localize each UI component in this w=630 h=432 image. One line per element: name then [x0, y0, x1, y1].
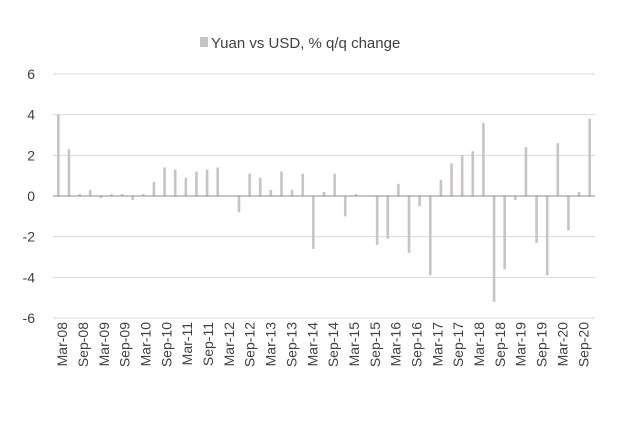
bar: [588, 118, 591, 196]
x-tick-label: Mar-10: [138, 322, 154, 367]
bar: [120, 193, 124, 196]
x-tick-label: Sep-11: [200, 322, 216, 366]
bar: [492, 196, 496, 302]
y-tick-label: 4: [27, 107, 35, 123]
bar: [386, 196, 390, 239]
bar: [152, 181, 156, 196]
x-tick-label: Mar-12: [221, 322, 237, 367]
x-tick-label: Sep-17: [450, 322, 466, 367]
x-tick-label: Mar-08: [54, 322, 70, 367]
x-tick-label: Mar-19: [513, 322, 529, 367]
bar: [322, 191, 326, 196]
bar: [258, 177, 262, 196]
y-tick-label: 0: [27, 188, 35, 204]
bar: [131, 196, 135, 201]
bar: [78, 193, 81, 196]
y-tick-label: -4: [23, 269, 36, 285]
x-tick-label: Sep-12: [242, 322, 258, 367]
bar: [57, 114, 60, 196]
bar: [418, 196, 421, 207]
bar: [99, 196, 103, 199]
x-tick-label: Sep-08: [75, 322, 91, 367]
x-tick-label: Sep-18: [492, 322, 508, 367]
bar: [173, 169, 177, 196]
bar: [439, 179, 443, 196]
bar: [450, 163, 453, 196]
y-axis: 6 4 2 0 -2 -4 -6: [23, 66, 36, 326]
bar: [428, 196, 432, 276]
bar: [577, 191, 581, 196]
x-tick-label: Sep-16: [409, 322, 425, 367]
gridlines: [53, 73, 595, 319]
bar: [556, 143, 560, 196]
x-tick-label: Mar-16: [388, 322, 404, 367]
x-tick-label: Mar-11: [179, 322, 195, 366]
bar: [312, 196, 315, 249]
bar: [407, 196, 411, 253]
y-tick-label: 2: [27, 147, 35, 163]
x-tick-label: Mar-09: [96, 322, 112, 367]
legend-swatch: [200, 37, 208, 47]
legend: Yuan vs USD, % q/q change: [200, 35, 400, 52]
bar: [524, 147, 528, 196]
bar: [237, 196, 241, 213]
bar: [290, 189, 294, 196]
bar: [142, 193, 145, 196]
x-tick-label: Mar-20: [554, 322, 570, 367]
bar: [248, 173, 251, 196]
bar: [301, 173, 305, 196]
bar: [503, 196, 506, 270]
bars: [57, 114, 591, 302]
y-tick-label: 6: [27, 66, 35, 82]
x-tick-label: Sep-20: [575, 322, 591, 367]
bar: [110, 193, 113, 196]
x-tick-label: Mar-18: [471, 322, 487, 367]
bar: [545, 196, 549, 276]
y-tick-label: -2: [23, 229, 36, 245]
bar: [163, 167, 166, 196]
bar: [482, 122, 485, 196]
bar: [205, 169, 209, 196]
x-tick-label: Mar-13: [263, 322, 279, 367]
x-tick-label: Mar-15: [346, 322, 362, 367]
bar: [216, 167, 220, 196]
bar: [88, 189, 92, 196]
x-tick-label: Sep-10: [158, 322, 174, 367]
x-tick-label: Mar-14: [304, 322, 320, 367]
bar: [184, 177, 188, 196]
y-tick-label: -6: [23, 310, 36, 326]
bar: [375, 196, 379, 245]
bar: [354, 193, 358, 196]
bar: [269, 189, 273, 196]
x-tick-label: Sep-09: [117, 322, 133, 367]
x-tick-label: Sep-13: [283, 322, 299, 367]
bar: [471, 151, 475, 196]
legend-label: Yuan vs USD, % q/q change: [211, 35, 400, 52]
bar: [535, 196, 538, 243]
bar: [513, 196, 517, 201]
x-axis: Mar-08 Sep-08 Mar-09 Sep-09 Mar-10 Sep-10 Mar-…: [54, 322, 591, 367]
x-tick-label: Mar-17: [429, 322, 445, 367]
x-tick-label: Sep-19: [534, 322, 550, 367]
bar: [195, 171, 198, 196]
bar: [567, 196, 570, 231]
x-tick-label: Sep-15: [367, 322, 383, 367]
bar: [397, 183, 400, 196]
bar: [460, 155, 464, 196]
x-tick-label: Sep-14: [325, 322, 341, 367]
bar: [343, 196, 347, 217]
bar: [67, 149, 71, 196]
bar: [333, 173, 336, 196]
bar: [280, 171, 283, 196]
